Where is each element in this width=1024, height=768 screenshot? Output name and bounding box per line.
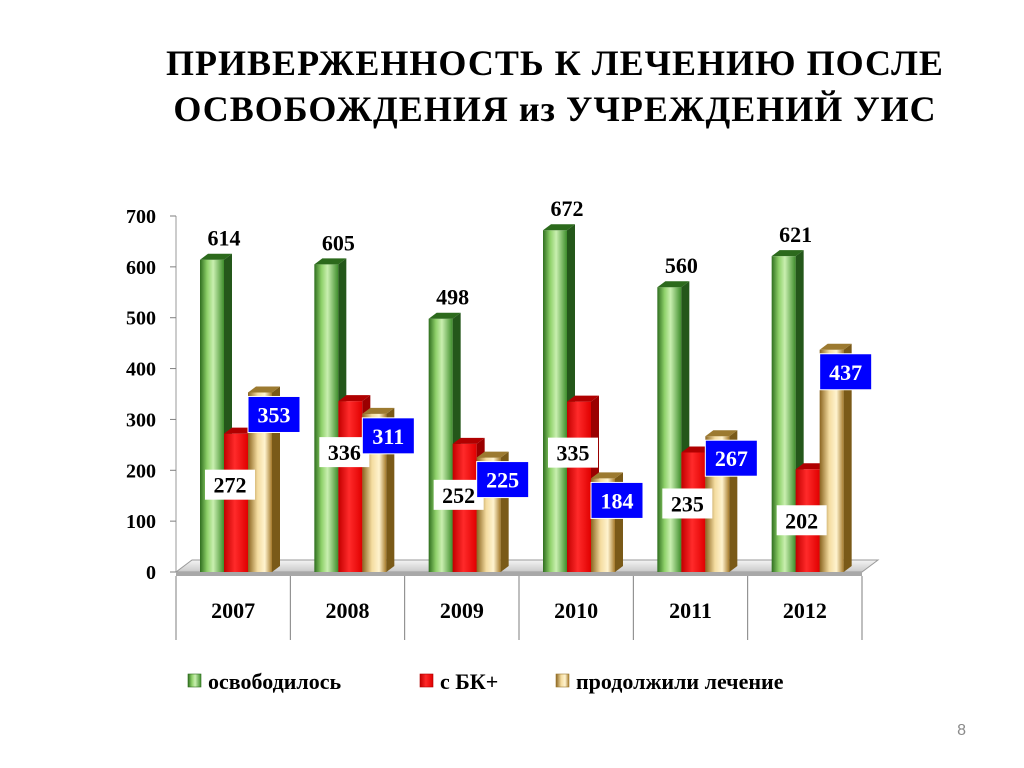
- data-label-box: 335: [548, 437, 598, 468]
- bar-front: [428, 318, 453, 572]
- data-label: 560: [665, 253, 698, 278]
- bar-top: [657, 281, 690, 288]
- data-label: 235: [671, 491, 704, 516]
- bar-top: [248, 386, 280, 393]
- bar: [657, 281, 690, 572]
- data-label: 225: [486, 468, 519, 493]
- title-line-1: ПРИВЕРЖЕННОСТЬ К ЛЕЧЕНИЮ ПОСЛЕ: [166, 43, 944, 83]
- data-label-box: 267: [704, 439, 758, 477]
- data-label-bg: [590, 481, 644, 519]
- data-label-bg: [319, 437, 370, 468]
- bar-top: [819, 343, 852, 350]
- x-tick-label: 2009: [440, 598, 484, 623]
- bar-front: [543, 230, 567, 573]
- data-label-box: 311: [361, 417, 415, 455]
- bar-top: [362, 407, 395, 414]
- data-label: 267: [715, 446, 748, 471]
- bar-top: [428, 312, 461, 319]
- bar-top: [705, 430, 738, 437]
- data-label-box: 272: [205, 469, 255, 500]
- data-label: 498: [436, 285, 469, 310]
- bar: [543, 224, 575, 573]
- data-label-bg: [476, 461, 530, 499]
- data-label: 335: [557, 441, 590, 466]
- bar-top: [452, 437, 485, 444]
- title-line-2: ОСВОБОЖДЕНИЯ из УЧРЕЖДЕНИЙ УИС: [173, 89, 937, 129]
- y-tick-label: 400: [126, 359, 156, 381]
- y-tick-label: 100: [126, 511, 156, 533]
- page-number: 8: [957, 722, 966, 739]
- data-label-box: 353: [247, 395, 301, 433]
- bar-top: [591, 472, 623, 479]
- data-label: 621: [779, 222, 812, 247]
- bar-front: [200, 259, 224, 572]
- data-label-box: 235: [662, 488, 713, 519]
- legend-swatch: [187, 673, 202, 688]
- bar-top: [771, 250, 804, 257]
- bar-top: [200, 253, 232, 260]
- data-label-bg: [819, 353, 873, 391]
- y-tick-label: 300: [126, 409, 156, 431]
- data-label-bg: [205, 469, 255, 500]
- data-label: 353: [258, 402, 291, 427]
- y-tick-label: 600: [126, 257, 156, 279]
- data-label-bg: [433, 479, 484, 510]
- x-tick-label: 2012: [783, 598, 827, 623]
- bar-front: [224, 433, 248, 572]
- bar-front: [567, 401, 591, 572]
- legend-swatch: [555, 673, 570, 688]
- chart-floor-edge: [176, 572, 862, 576]
- data-label-bg: [361, 417, 415, 455]
- data-label-bg: [776, 505, 827, 536]
- data-label: 272: [214, 473, 247, 498]
- x-tick-label: 2007: [211, 598, 255, 623]
- data-label: 605: [322, 230, 355, 255]
- bar-top: [314, 258, 347, 265]
- bar-side: [843, 343, 852, 572]
- data-label-bg: [247, 395, 301, 433]
- data-label: 202: [785, 508, 818, 533]
- bar-front: [338, 401, 363, 572]
- data-label: 672: [551, 196, 584, 221]
- x-tick-label: 2010: [554, 598, 598, 623]
- data-label-box: 184: [590, 481, 644, 519]
- y-tick-label: 700: [126, 206, 156, 228]
- data-label: 184: [601, 488, 634, 513]
- x-tick-label: 2008: [326, 598, 370, 623]
- data-label-bg: [704, 439, 758, 477]
- data-label: 614: [208, 226, 241, 251]
- data-label: 311: [372, 424, 404, 449]
- data-label-box: 437: [819, 353, 873, 391]
- chart-title: ПРИВЕРЖЕННОСТЬ К ЛЕЧЕНИЮ ПОСЛЕ ОСВОБОЖДЕ…: [90, 40, 1020, 132]
- bar-top: [543, 224, 575, 231]
- x-tick-label: 2011: [669, 598, 712, 623]
- legend-item: продолжили лечение: [555, 669, 784, 694]
- y-tick-label: 500: [126, 308, 156, 330]
- legend-label: продолжили лечение: [576, 669, 784, 694]
- data-label: 336: [328, 440, 361, 465]
- bar-top: [476, 451, 509, 458]
- bar: [428, 312, 461, 572]
- legend-swatch: [419, 673, 434, 688]
- bar-front: [657, 287, 682, 572]
- data-label: 252: [442, 483, 475, 508]
- legend-item: с БК+: [419, 669, 498, 694]
- data-label: 437: [829, 360, 862, 385]
- bar-top: [338, 395, 371, 402]
- y-tick-label: 0: [146, 562, 156, 584]
- bar-top: [567, 395, 599, 402]
- legend-item: освободилось: [187, 669, 341, 694]
- data-label-bg: [548, 437, 598, 468]
- data-label-box: 252: [433, 479, 484, 510]
- bar-front: [314, 264, 339, 572]
- y-tick-label: 200: [126, 460, 156, 482]
- data-label-box: 202: [776, 505, 827, 536]
- legend-label: освободилось: [208, 669, 341, 694]
- data-label-box: 336: [319, 437, 370, 468]
- data-label-bg: [662, 488, 713, 519]
- legend-label: с БК+: [440, 669, 498, 694]
- data-label-box: 225: [476, 461, 530, 499]
